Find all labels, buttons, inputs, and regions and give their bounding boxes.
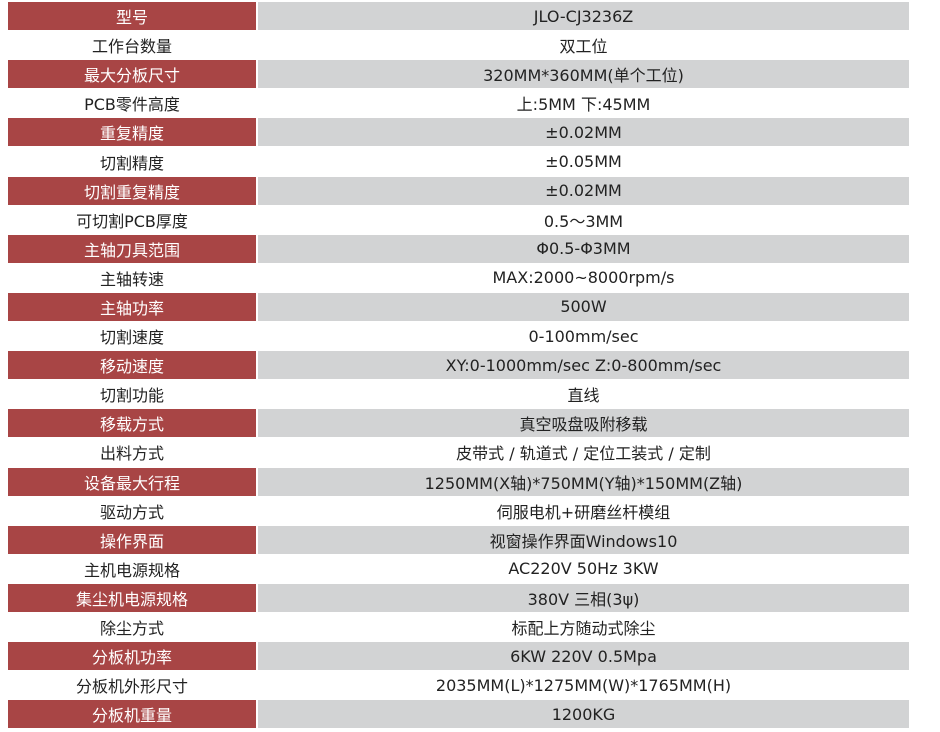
- spec-row: 最大分板尺寸 320MM*360MM(单个工位): [8, 60, 909, 90]
- spec-label: 移载方式: [8, 409, 256, 439]
- spec-label: 切割精度: [8, 147, 256, 177]
- spec-label: 工作台数量: [8, 31, 256, 61]
- spec-label: 最大分板尺寸: [8, 60, 256, 90]
- spec-row: 切割功能 直线: [8, 380, 909, 410]
- spec-value: 2035MM(L)*1275MM(W)*1765MM(H): [258, 671, 909, 701]
- spec-row: 主机电源规格 AC220V 50Hz 3KW: [8, 555, 909, 584]
- spec-row: 切割速度 0-100mm/sec: [8, 322, 909, 352]
- spec-value: 上:5MM 下:45MM: [258, 89, 909, 119]
- spec-row: 分板机外形尺寸 2035MM(L)*1275MM(W)*1765MM(H): [8, 671, 909, 701]
- spec-label: 操作界面: [8, 525, 256, 555]
- spec-label: 主轴转速: [8, 264, 256, 293]
- spec-row: 除尘方式 标配上方随动式除尘: [8, 613, 909, 643]
- spec-row: 可切割PCB厚度 0.5～3MM: [8, 206, 909, 235]
- spec-value: 皮带式 / 轨道式 / 定位工装式 / 定制: [258, 438, 909, 468]
- spec-row: 工作台数量 双工位: [8, 31, 909, 61]
- spec-value: MAX:2000~8000rpm/s: [258, 264, 909, 293]
- spec-value: 直线: [258, 380, 909, 410]
- spec-label: 切割重复精度: [8, 176, 256, 206]
- spec-row: 切割重复精度 ±0.02MM: [8, 176, 909, 206]
- spec-value: ±0.02MM: [258, 118, 909, 148]
- spec-value: 伺服电机+研磨丝杆模组: [258, 497, 909, 526]
- spec-value: AC220V 50Hz 3KW: [258, 555, 909, 584]
- spec-value: ±0.05MM: [258, 147, 909, 177]
- spec-label: 集尘机电源规格: [8, 583, 256, 613]
- spec-value: 0.5～3MM: [258, 206, 909, 235]
- spec-label: 移动速度: [8, 351, 256, 381]
- spec-value: 1250MM(X轴)*750MM(Y轴)*150MM(Z轴): [258, 467, 909, 497]
- spec-row: 出料方式 皮带式 / 轨道式 / 定位工装式 / 定制: [8, 438, 909, 468]
- spec-value: JLO-CJ3236Z: [258, 2, 909, 32]
- spec-row: 操作界面 视窗操作界面Windows10: [8, 525, 909, 555]
- spec-row: PCB零件高度 上:5MM 下:45MM: [8, 89, 909, 119]
- spec-label: 主机电源规格: [8, 555, 256, 584]
- spec-row: 分板机功率 6KW 220V 0.5Mpa: [8, 642, 909, 672]
- spec-label: 设备最大行程: [8, 467, 256, 497]
- spec-value: 双工位: [258, 31, 909, 61]
- spec-value: ±0.02MM: [258, 176, 909, 206]
- spec-value: Φ0.5-Φ3MM: [258, 234, 909, 264]
- spec-row: 移载方式 真空吸盘吸附移载: [8, 409, 909, 439]
- spec-row: 驱动方式 伺服电机+研磨丝杆模组: [8, 497, 909, 526]
- spec-label: 除尘方式: [8, 613, 256, 643]
- spec-row: 集尘机电源规格 380V 三相(3ψ): [8, 583, 909, 613]
- spec-value: 380V 三相(3ψ): [258, 583, 909, 613]
- spec-row: 主轴刀具范围 Φ0.5-Φ3MM: [8, 234, 909, 264]
- spec-row: 切割精度 ±0.05MM: [8, 147, 909, 177]
- spec-value: 500W: [258, 292, 909, 323]
- spec-label: 驱动方式: [8, 497, 256, 526]
- spec-row: 主轴转速 MAX:2000~8000rpm/s: [8, 264, 909, 293]
- spec-label: 主轴功率: [8, 292, 256, 323]
- spec-row: 分板机重量 1200KG: [8, 700, 909, 730]
- spec-label: PCB零件高度: [8, 89, 256, 119]
- spec-label: 重复精度: [8, 118, 256, 148]
- spec-label: 分板机重量: [8, 700, 256, 730]
- spec-row: 型号 JLO-CJ3236Z: [8, 2, 909, 32]
- spec-label: 切割功能: [8, 380, 256, 410]
- spec-row: 主轴功率 500W: [8, 292, 909, 323]
- spec-row: 移动速度 XY:0-1000mm/sec Z:0-800mm/sec: [8, 351, 909, 381]
- spec-value: 6KW 220V 0.5Mpa: [258, 642, 909, 672]
- spec-label: 分板机功率: [8, 642, 256, 672]
- spec-label: 主轴刀具范围: [8, 234, 256, 264]
- spec-value: XY:0-1000mm/sec Z:0-800mm/sec: [258, 351, 909, 381]
- spec-value: 标配上方随动式除尘: [258, 613, 909, 643]
- spec-row: 重复精度 ±0.02MM: [8, 118, 909, 148]
- spec-label: 分板机外形尺寸: [8, 671, 256, 701]
- spec-value: 0-100mm/sec: [258, 322, 909, 352]
- spec-value: 真空吸盘吸附移载: [258, 409, 909, 439]
- spec-row: 设备最大行程 1250MM(X轴)*750MM(Y轴)*150MM(Z轴): [8, 467, 909, 497]
- spec-label: 出料方式: [8, 438, 256, 468]
- spec-table: 型号 JLO-CJ3236Z 工作台数量 双工位 最大分板尺寸 320MM*360MM(单…: [8, 2, 909, 730]
- spec-label: 可切割PCB厚度: [8, 206, 256, 235]
- spec-value: 视窗操作界面Windows10: [258, 525, 909, 555]
- spec-value: 320MM*360MM(单个工位): [258, 60, 909, 90]
- spec-label: 切割速度: [8, 322, 256, 352]
- spec-label: 型号: [8, 2, 256, 32]
- spec-value: 1200KG: [258, 700, 909, 730]
